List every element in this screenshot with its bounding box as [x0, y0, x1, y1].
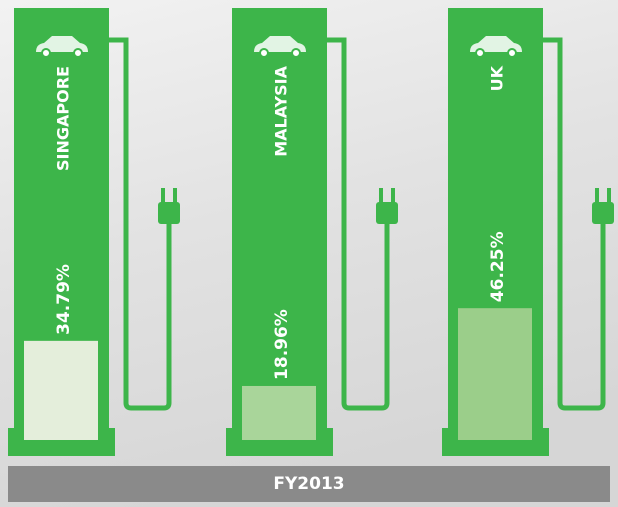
- bar: [24, 341, 98, 440]
- plug-prong: [607, 188, 611, 204]
- car-wheel: [42, 49, 50, 57]
- plug-prong: [595, 188, 599, 204]
- car-wheel: [508, 49, 516, 57]
- plug: [158, 202, 180, 224]
- plug-prong: [173, 188, 177, 204]
- car-wheel: [260, 49, 268, 57]
- plug: [592, 202, 614, 224]
- value-label: 18.96%: [272, 309, 292, 380]
- chart-title: FY2013: [273, 474, 344, 494]
- plug-prong: [379, 188, 383, 204]
- value-label: 34.79%: [54, 264, 74, 335]
- chart: FY2013 34.79% SINGAPORE 18.96% MALAYSIA 46.2…: [0, 0, 618, 507]
- category-label: UK: [488, 65, 507, 91]
- category-label: SINGAPORE: [54, 66, 73, 171]
- bar: [458, 308, 532, 440]
- car-wheel: [74, 49, 82, 57]
- plug: [376, 202, 398, 224]
- value-label: 46.25%: [488, 231, 508, 302]
- plug-prong: [161, 188, 165, 204]
- category-label: MALAYSIA: [272, 65, 291, 156]
- car-wheel: [292, 49, 300, 57]
- plug-prong: [391, 188, 395, 204]
- bar: [242, 386, 316, 440]
- car-wheel: [476, 49, 484, 57]
